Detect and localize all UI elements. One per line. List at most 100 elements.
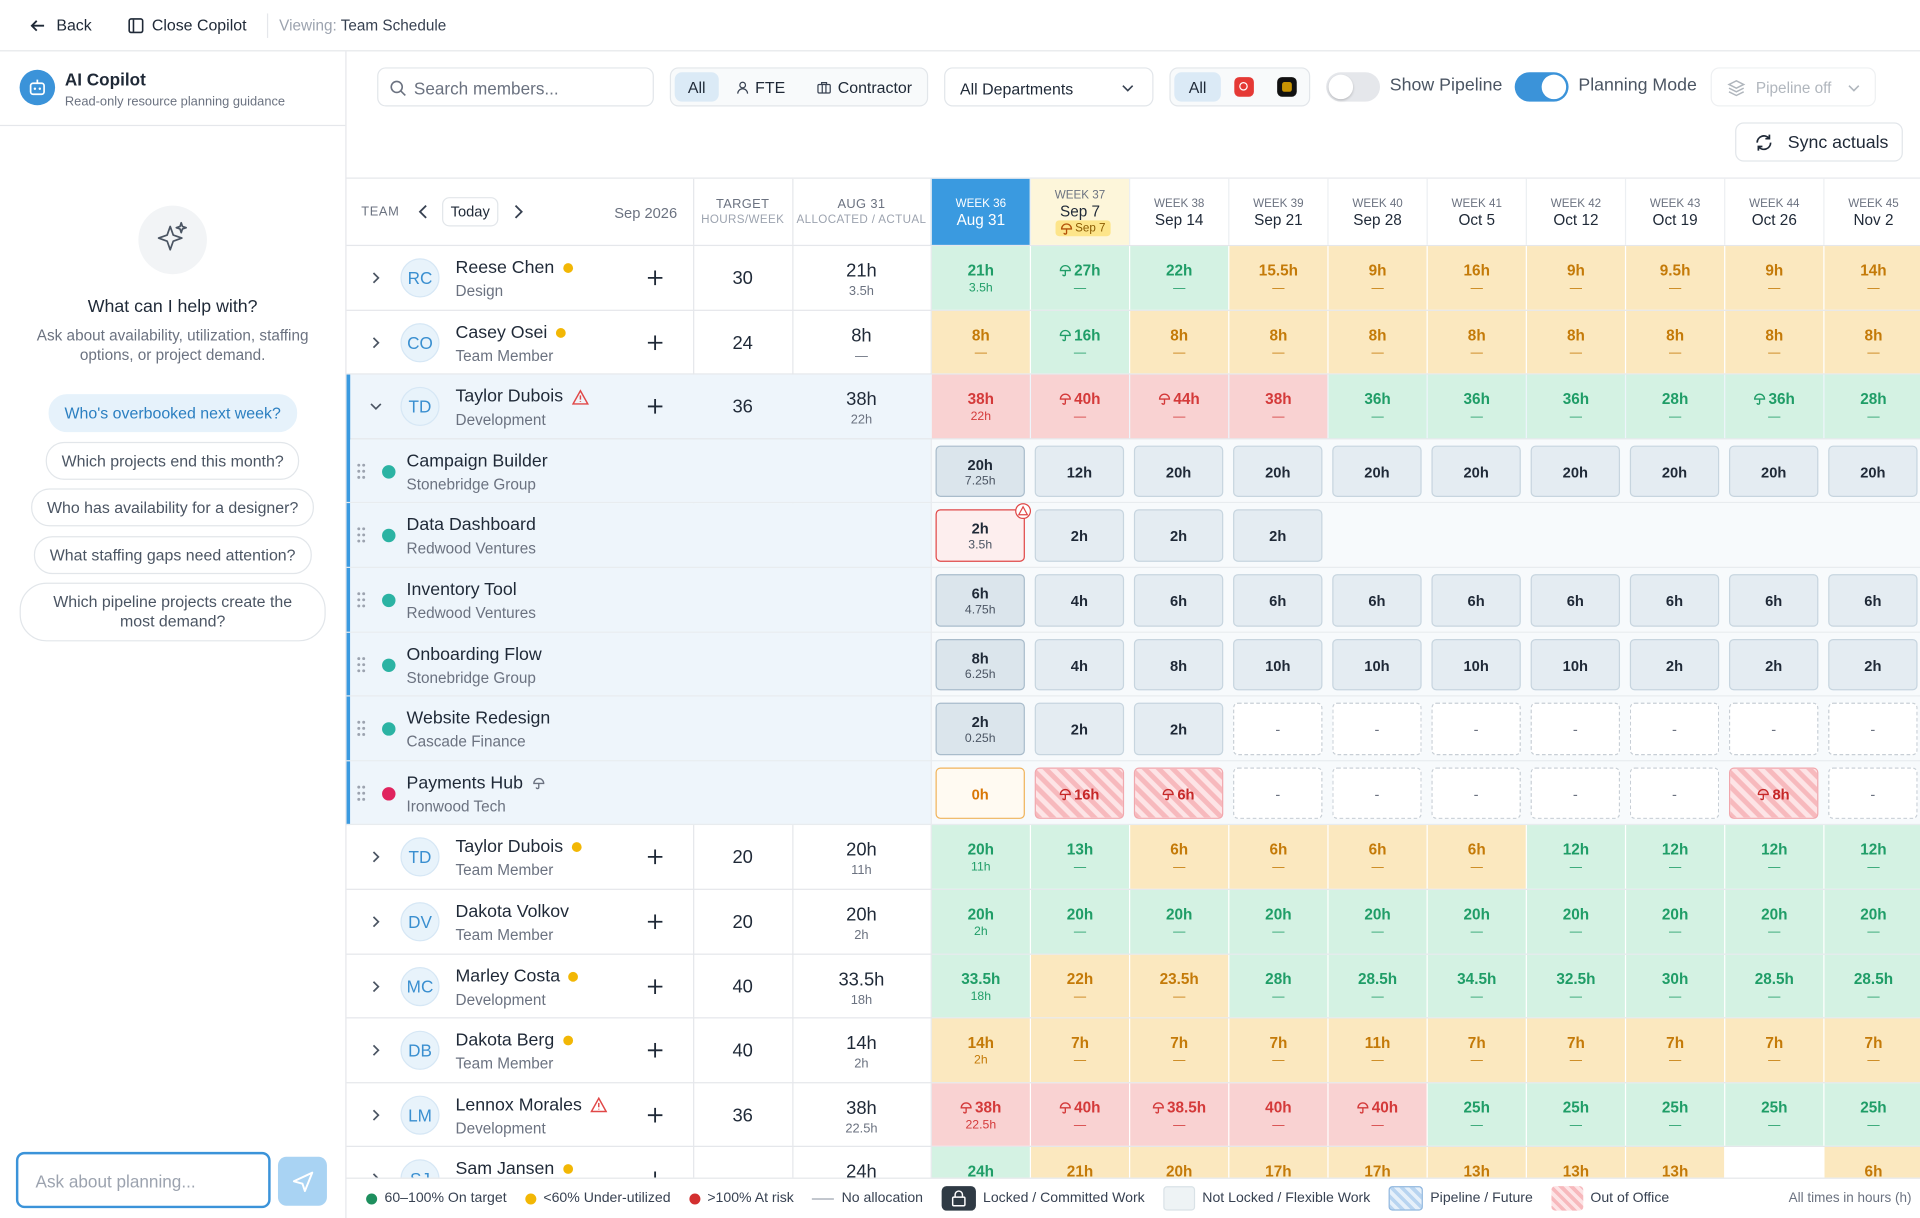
week-cell[interactable]: 24h: [931, 1147, 1030, 1178]
week-cell[interactable]: 25h —: [1526, 1083, 1625, 1147]
drag-handle[interactable]: [356, 462, 366, 479]
week-cell[interactable]: 28h —: [1824, 374, 1920, 438]
week-cell[interactable]: 20h —: [1725, 889, 1824, 954]
expand-toggle[interactable]: [369, 1043, 384, 1058]
add-allocation[interactable]: [647, 270, 663, 286]
week-cell[interactable]: 20h —: [1130, 889, 1229, 954]
week-cell[interactable]: 20h —: [1031, 889, 1129, 954]
week-cell[interactable]: 12h —: [1526, 825, 1625, 889]
week-cell[interactable]: 33.5h 18h: [931, 954, 1030, 1018]
week-cell[interactable]: 6h —: [1427, 825, 1526, 889]
week-cell[interactable]: 7h —: [1031, 1018, 1129, 1082]
allocation-cell[interactable]: 20h: [1828, 445, 1918, 498]
expand-toggle[interactable]: [369, 399, 384, 414]
week-cell[interactable]: 20h —: [1229, 889, 1328, 954]
week-cell[interactable]: 40h —: [1229, 1083, 1328, 1147]
week-cell[interactable]: 20h —: [1328, 889, 1427, 954]
week-cell[interactable]: 30h —: [1626, 954, 1725, 1018]
suggestion-chip[interactable]: Who's overbooked next week?: [48, 394, 297, 433]
week-cell[interactable]: 21h: [1031, 1147, 1129, 1178]
allocation-cell[interactable]: 16h: [1034, 767, 1125, 820]
expand-toggle[interactable]: [369, 1108, 384, 1123]
week-cell[interactable]: 6h: [1824, 1147, 1920, 1178]
week-cell[interactable]: 38.5h —: [1130, 1083, 1229, 1147]
week-cell[interactable]: 17h: [1229, 1147, 1328, 1178]
drag-handle[interactable]: [356, 720, 366, 737]
allocation-cell[interactable]: 8h: [1728, 767, 1819, 820]
week-cell[interactable]: 27h —: [1031, 246, 1129, 310]
week-cell[interactable]: 25h —: [1427, 1083, 1526, 1147]
allocation-cell[interactable]: 0h: [935, 767, 1025, 820]
allocation-cell[interactable]: -: [1629, 767, 1720, 820]
add-allocation[interactable]: [647, 399, 663, 414]
allocation-cell[interactable]: 4h: [1034, 638, 1125, 691]
expand-toggle[interactable]: [369, 1172, 384, 1178]
week-cell[interactable]: 36h —: [1328, 374, 1427, 438]
allocation-cell[interactable]: 10h: [1332, 638, 1422, 691]
week-cell[interactable]: 8h —: [1725, 310, 1824, 374]
allocation-cell[interactable]: 6h: [1728, 574, 1819, 627]
week-cell[interactable]: 28.5h —: [1725, 954, 1824, 1018]
week-cell[interactable]: 34.5h —: [1427, 954, 1526, 1018]
add-allocation[interactable]: [647, 978, 663, 994]
drag-handle[interactable]: [356, 656, 366, 673]
allocation-cell[interactable]: 8h: [1133, 638, 1224, 691]
allocation-cell[interactable]: -: [1233, 702, 1323, 756]
week-cell[interactable]: 38h —: [1229, 374, 1328, 438]
allocation-cell[interactable]: 6h: [1133, 574, 1224, 627]
allocation-cell[interactable]: -: [1728, 702, 1819, 756]
week-cell[interactable]: 16h —: [1427, 246, 1526, 310]
week-cell[interactable]: 9.5h —: [1626, 246, 1725, 310]
add-allocation[interactable]: [647, 334, 663, 350]
allocation-cell[interactable]: -: [1233, 767, 1323, 820]
allocation-cell[interactable]: 2h: [1728, 638, 1819, 691]
week-cell[interactable]: 8h —: [1229, 310, 1328, 374]
allocation-cell[interactable]: 20h: [1332, 445, 1422, 498]
next-week[interactable]: [511, 203, 526, 220]
week-cell[interactable]: 14h —: [1824, 246, 1920, 310]
status-icon-red[interactable]: [1234, 77, 1254, 97]
expand-toggle[interactable]: [369, 914, 384, 929]
allocation-cell[interactable]: 10h: [1431, 638, 1521, 691]
allocation-cell[interactable]: -: [1431, 767, 1521, 820]
allocation-cell[interactable]: 20h: [1431, 445, 1521, 498]
allocation-cell[interactable]: 8h 6.25h: [935, 638, 1025, 691]
week-cell[interactable]: 8h —: [931, 310, 1030, 374]
allocation-cell[interactable]: 10h: [1233, 638, 1323, 691]
allocation-cell[interactable]: 2h 0.25h: [935, 702, 1025, 756]
allocation-cell[interactable]: 20h: [1530, 445, 1621, 498]
week-cell[interactable]: 7h —: [1725, 1018, 1824, 1082]
suggestion-chip[interactable]: Who has availability for a designer?: [31, 488, 315, 527]
pipeline-toggle[interactable]: [1326, 72, 1381, 102]
allocation-cell[interactable]: 2h: [1133, 702, 1224, 756]
week-cell[interactable]: 8h —: [1526, 310, 1625, 374]
week-cell[interactable]: 8h —: [1824, 310, 1920, 374]
week-cell[interactable]: 12h —: [1824, 825, 1920, 889]
allocation-cell[interactable]: 20h: [1728, 445, 1819, 498]
allocation-cell[interactable]: 6h: [1332, 574, 1422, 627]
add-allocation[interactable]: [647, 914, 663, 930]
week-cell[interactable]: 8h —: [1328, 310, 1427, 374]
week-cell[interactable]: 44h —: [1130, 374, 1229, 438]
week-cell[interactable]: 9h —: [1328, 246, 1427, 310]
allocation-cell[interactable]: -: [1828, 702, 1918, 756]
allocation-cell[interactable]: -: [1530, 702, 1621, 756]
drag-handle[interactable]: [356, 591, 366, 608]
allocation-cell[interactable]: 6h: [1629, 574, 1720, 627]
drag-handle[interactable]: [356, 527, 366, 544]
expand-toggle[interactable]: [369, 850, 384, 865]
week-cell[interactable]: 20h —: [1427, 889, 1526, 954]
allocation-cell[interactable]: -: [1332, 767, 1422, 820]
search-box[interactable]: Search members...: [377, 67, 654, 107]
sync-button[interactable]: Sync actuals: [1735, 122, 1903, 162]
allocation-cell[interactable]: 6h: [1828, 574, 1918, 627]
week-cell[interactable]: 20h: [1130, 1147, 1229, 1178]
allocation-cell[interactable]: 12h: [1034, 445, 1125, 498]
week-cell[interactable]: 20h 2h: [931, 889, 1030, 954]
week-cell[interactable]: 28.5h —: [1328, 954, 1427, 1018]
week-cell[interactable]: 16h —: [1031, 310, 1129, 374]
week-cell[interactable]: 8h —: [1626, 310, 1725, 374]
week-cell[interactable]: 22h —: [1031, 954, 1129, 1018]
week-cell[interactable]: 22h —: [1130, 246, 1229, 310]
week-cell[interactable]: 23.5h —: [1130, 954, 1229, 1018]
